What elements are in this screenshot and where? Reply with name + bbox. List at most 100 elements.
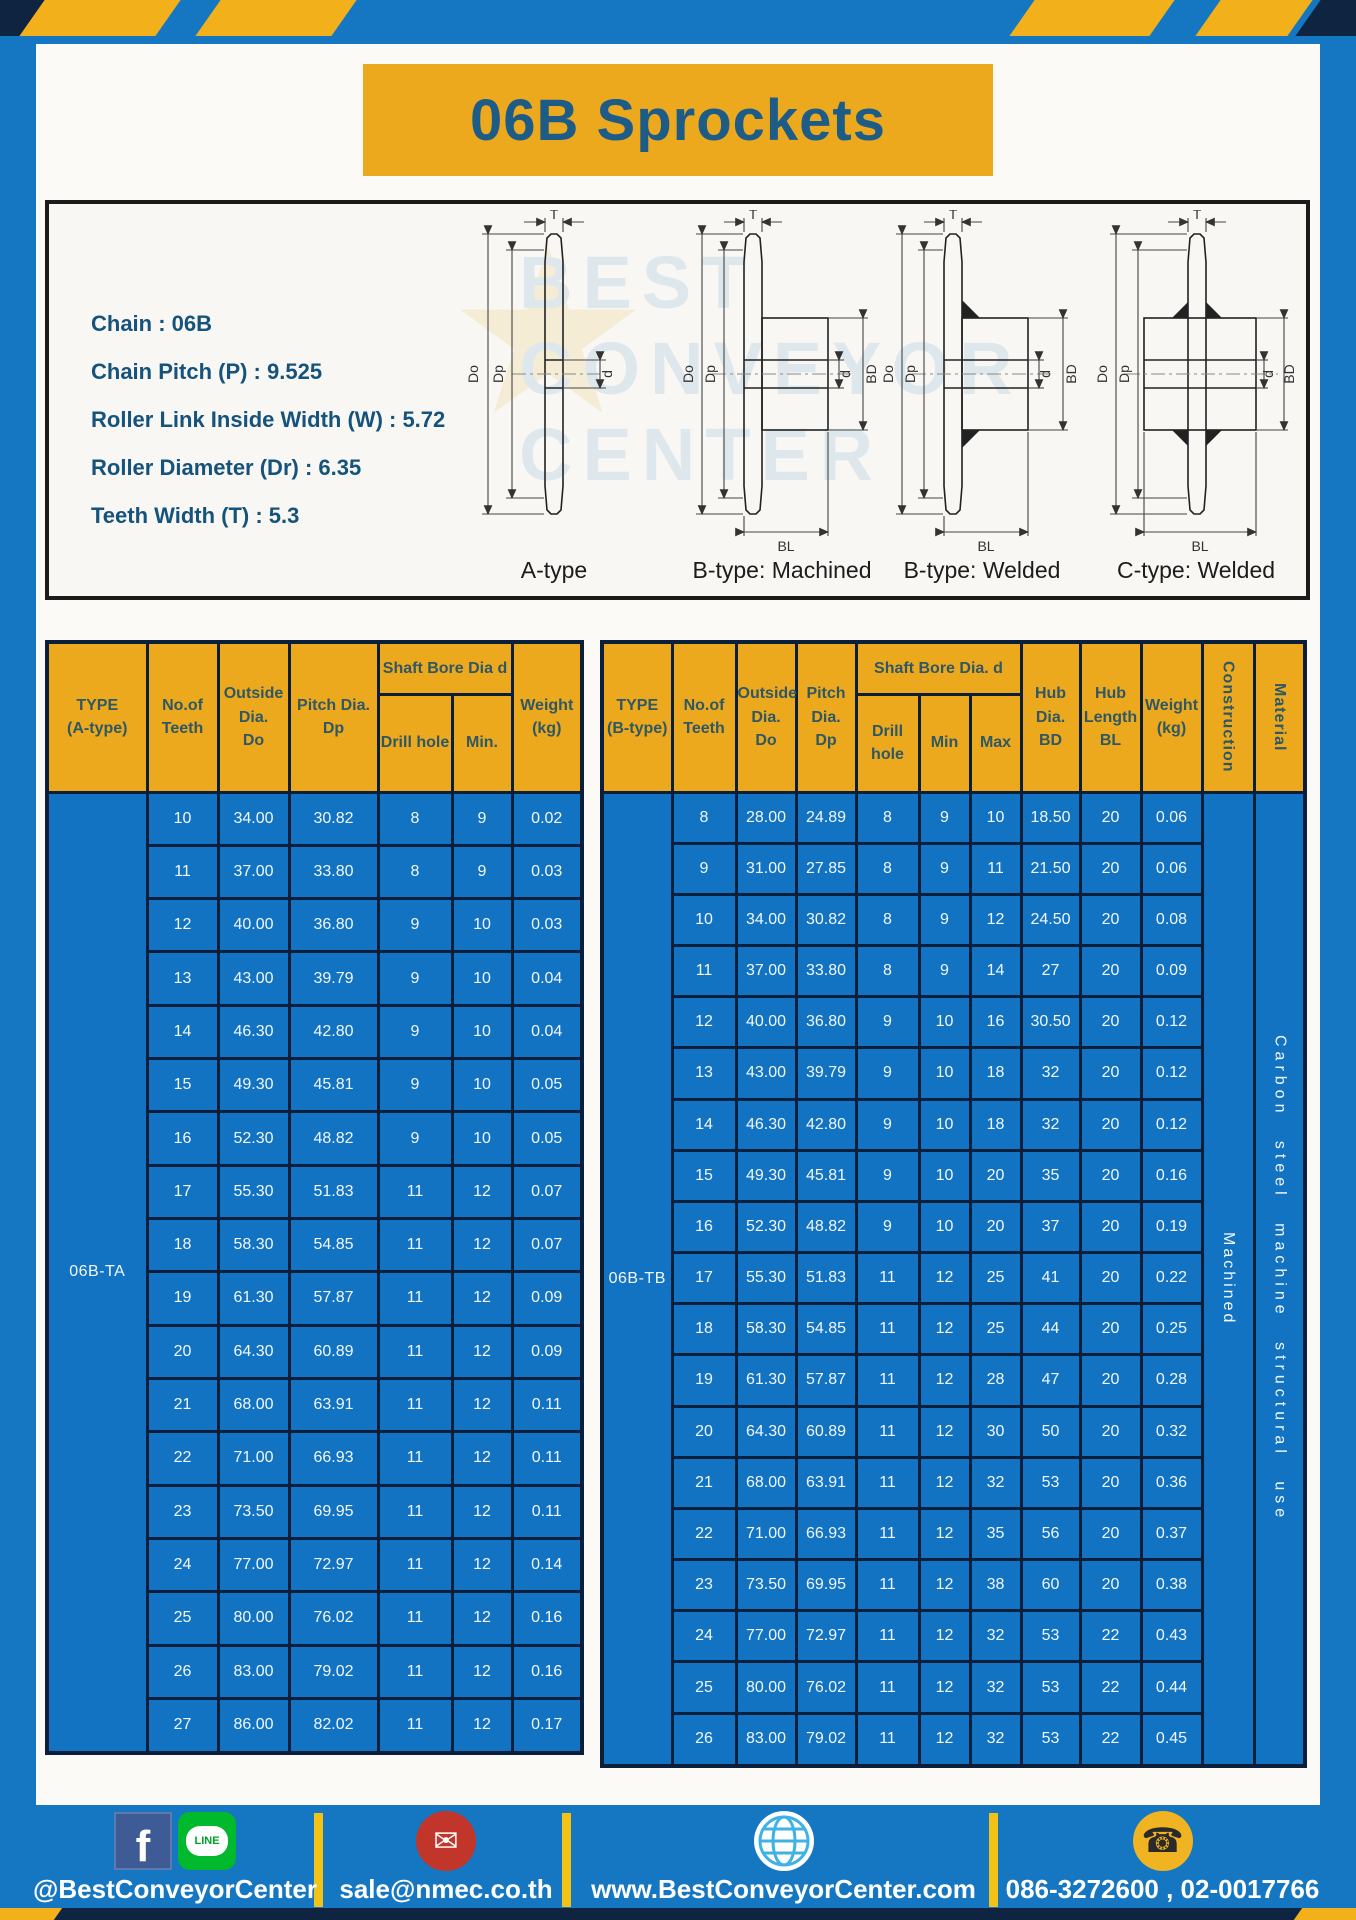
table-cell: 14 <box>968 944 1023 999</box>
website-label: www.BestConveyorCenter.com <box>591 1874 976 1904</box>
table-cell: 0.08 <box>1139 892 1204 948</box>
table-cell: 10 <box>670 892 738 948</box>
table-cell: 23 <box>670 1558 738 1613</box>
table-cell: 8 <box>854 790 921 845</box>
table-cell: 37 <box>1019 1199 1082 1255</box>
table-cell: 20 <box>1078 944 1143 999</box>
table-cell: 20 <box>968 1199 1023 1255</box>
drawing-panel: ★ BEST CONVEYOR CENTER Chain : 06B Chain… <box>45 200 1310 600</box>
table-cell: 16 <box>145 1110 220 1167</box>
table-cell: 0.11 <box>510 1430 584 1487</box>
table-cell: 12 <box>917 1455 972 1510</box>
dim-label-t: T <box>1193 210 1202 222</box>
table-cell: 9 <box>376 950 454 1007</box>
table-cell: 12 <box>968 892 1023 948</box>
table-cell: 9 <box>376 1110 454 1167</box>
table-cell: 12 <box>450 1430 514 1487</box>
table-cell: 9 <box>854 1148 921 1203</box>
table-cell: 0.05 <box>510 1057 584 1114</box>
table-cell: 28.00 <box>734 790 798 845</box>
table-cell: 0.17 <box>510 1696 584 1755</box>
table-row: 10 34.00 30.82 8 9 12 24.50 20 0.08 <box>602 892 1305 948</box>
table-cell: 77.00 <box>216 1536 291 1594</box>
table-cell: 42.80 <box>794 1097 858 1152</box>
table-cell: 12 <box>917 1353 972 1408</box>
table-cell: 10 <box>450 950 514 1007</box>
table-cell: 30.82 <box>287 790 380 847</box>
table-cell: 52.30 <box>734 1199 798 1255</box>
col-header-min: Min <box>917 692 972 794</box>
col-header-pitch-dia: Pitch Dia. Dp <box>287 640 380 794</box>
table-row: 13 43.00 39.79 9 10 0.04 <box>47 950 584 1007</box>
table-cell: 0.11 <box>510 1483 584 1540</box>
table-cell: 22 <box>1078 1660 1143 1715</box>
table-cell: 47 <box>1019 1353 1082 1408</box>
table-cell: 14 <box>145 1003 220 1061</box>
table-row: 24 77.00 72.97 11 12 0.14 <box>47 1536 584 1594</box>
table-cell: 45.81 <box>287 1057 380 1114</box>
table-cell: 39.79 <box>287 950 380 1007</box>
table-row: 14 46.30 42.80 9 10 0.04 <box>47 1003 584 1061</box>
table-cell: 32 <box>968 1609 1023 1664</box>
col-header-type: TYPE (B-type) <box>600 640 674 794</box>
table-cell: 0.07 <box>510 1216 584 1274</box>
table-cell: 12 <box>450 1483 514 1540</box>
table-cell: 0.16 <box>510 1590 584 1647</box>
table-cell: 20 <box>1078 790 1143 845</box>
table-row: 23 73.50 69.95 11 12 38 60 20 0.38 <box>602 1558 1305 1613</box>
table-cell: 54.85 <box>287 1216 380 1274</box>
table-cell: 22 <box>1078 1609 1143 1664</box>
table-row: 22 71.00 66.93 11 12 0.11 <box>47 1430 584 1487</box>
table-cell: 12 <box>450 1643 514 1700</box>
table-cell: 8 <box>376 790 454 847</box>
table-cell: 35 <box>968 1506 1023 1562</box>
dim-label-t: T <box>550 210 559 222</box>
table-cell: 53 <box>1019 1455 1082 1510</box>
table-cell: 61.30 <box>216 1270 291 1327</box>
table-cell: 54.85 <box>794 1302 858 1357</box>
table-cell: 10 <box>450 1057 514 1114</box>
table-cell: 58.30 <box>216 1216 291 1274</box>
table-row: 15 49.30 45.81 9 10 0.05 <box>47 1057 584 1114</box>
decor-stripe-yellow <box>19 0 181 36</box>
table-cell: 57.87 <box>794 1353 858 1408</box>
dim-label-bd: BD <box>863 364 879 383</box>
table-cell: 0.04 <box>510 950 584 1007</box>
table-row: 21 68.00 63.91 11 12 0.11 <box>47 1376 584 1434</box>
drawing-caption: B-type: Welded <box>903 557 1061 583</box>
table-cell: 82.02 <box>287 1696 380 1755</box>
drawing-caption: A-type <box>520 557 588 583</box>
table-cell: 76.02 <box>287 1590 380 1647</box>
table-cell: 11 <box>854 1302 921 1357</box>
table-cell: 60 <box>1019 1558 1082 1613</box>
table-row: 15 49.30 45.81 9 10 20 35 20 0.16 <box>602 1148 1305 1203</box>
table-cell: 0.12 <box>1139 995 1204 1050</box>
table-cell: 11 <box>376 1696 454 1755</box>
table-cell: 63.91 <box>287 1376 380 1434</box>
table-cell: 9 <box>854 1097 921 1152</box>
table-cell: 43.00 <box>734 1046 798 1101</box>
b-type-machined-diagram: T Do Dp d BD BL <box>682 210 879 554</box>
table-cell: 73.50 <box>216 1483 291 1540</box>
table-cell: 0.03 <box>510 897 584 954</box>
table-cell: 0.16 <box>1139 1148 1204 1203</box>
table-cell: 17 <box>145 1163 220 1221</box>
table-cell: 9 <box>376 897 454 954</box>
table-cell: 13 <box>670 1046 738 1101</box>
table-cell: 0.12 <box>1139 1046 1204 1101</box>
table-cell: 0.03 <box>510 843 584 901</box>
table-cell: 0.09 <box>1139 944 1204 999</box>
table-cell: 0.38 <box>1139 1558 1204 1613</box>
table-cell: 0.32 <box>1139 1404 1204 1459</box>
table-cell: 32 <box>968 1455 1023 1510</box>
construction-value: Machined <box>1200 790 1256 1768</box>
dim-label-bl: BL <box>977 538 994 554</box>
table-cell: 64.30 <box>216 1323 291 1380</box>
table-cell: 20 <box>1078 1404 1143 1459</box>
table-row: 23 73.50 69.95 11 12 0.11 <box>47 1483 584 1540</box>
table-cell: 48.82 <box>794 1199 858 1255</box>
table-cell: 0.09 <box>510 1323 584 1380</box>
table-cell: 9 <box>917 892 972 948</box>
table-cell: 0.44 <box>1139 1660 1204 1715</box>
table-cell: 16 <box>670 1199 738 1255</box>
